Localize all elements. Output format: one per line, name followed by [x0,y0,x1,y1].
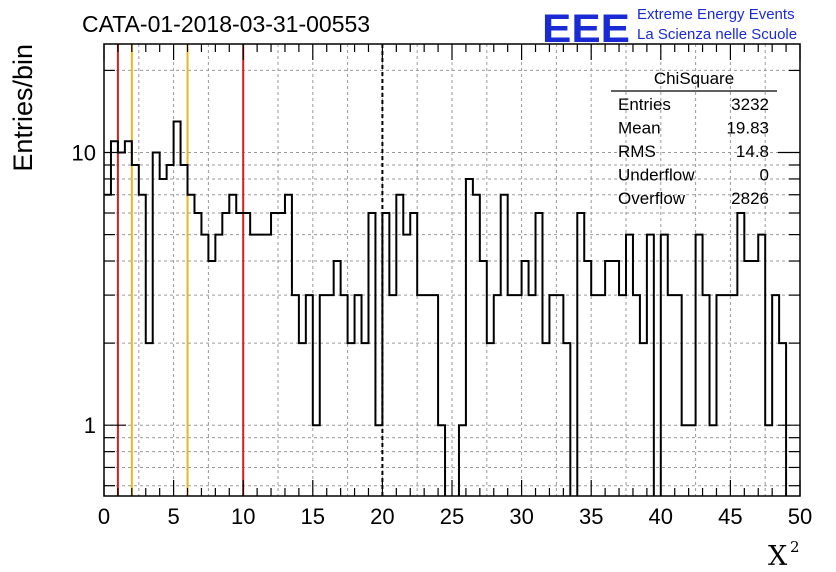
x-axis-label: X 2 [768,538,800,572]
y-tick-label: 1 [84,413,96,438]
x-tick-label: 35 [579,504,603,529]
eee-logo: EEE Extreme Energy Events La Scienza nel… [542,6,797,51]
x-tick-label: 30 [509,504,533,529]
x-tick-label: 25 [440,504,464,529]
marker-lines [116,44,384,496]
tick-labels: 0 5 10 15 20 25 30 35 40 45 50 1 10 [72,141,813,529]
svg-text:2: 2 [790,538,800,556]
x-tick-label: 20 [370,504,394,529]
x-tick-label: 50 [788,504,812,529]
stats-row-value: 2826 [731,189,769,208]
y-tick-label: 10 [72,141,96,166]
eee-logo-line2: La Scienza nelle Scuole [637,26,797,43]
eee-logo-mark: EEE [542,7,630,51]
svg-text:X: X [768,541,788,572]
stats-row-label: Underflow [618,166,695,185]
stats-row-label: Entries [618,95,671,114]
stats-row-value: 14.8 [736,142,769,161]
histogram-series [104,120,788,496]
eee-logo-line1: Extreme Energy Events [637,6,795,23]
stats-box: ChiSquare Entries 3232 Mean 19.83 RMS 14.8 Und… [611,69,777,208]
stats-row-label: Overflow [618,189,686,208]
x-tick-label: 0 [98,504,110,529]
x-tick-label: 45 [718,504,742,529]
x-tick-label: 10 [231,504,255,529]
stats-row-label: Mean [618,119,661,138]
axis-ticks [103,44,801,496]
x-tick-label: 40 [649,504,673,529]
stats-title: ChiSquare [654,69,734,88]
stats-row-value: 19.83 [726,119,769,138]
stats-row-label: RMS [618,142,656,161]
chart-title: CATA-01-2018-03-31-00553 [82,11,370,37]
x-tick-label: 15 [301,504,325,529]
stats-row-value: 0 [760,166,769,185]
stats-row-value: 3232 [731,95,769,114]
y-axis-label: Entries/bin [8,44,38,172]
x-tick-label: 5 [167,504,179,529]
